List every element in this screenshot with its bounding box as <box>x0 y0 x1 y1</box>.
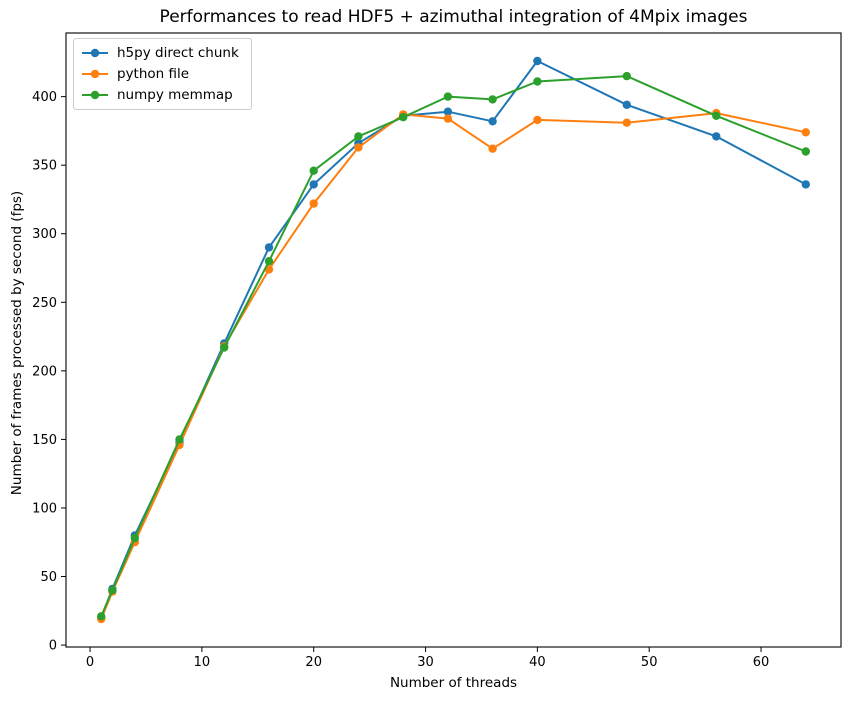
y-tick-label: 0 <box>49 639 57 654</box>
data-point-numpy-memmap <box>108 586 117 595</box>
legend-line-marker-icon <box>82 90 108 100</box>
legend-line-marker-icon <box>82 48 108 58</box>
series-line-h5py-direct-chunk <box>100 60 807 619</box>
legend-label-numpy-memmap: numpy memmap <box>117 87 233 103</box>
legend-label-python-file: python file <box>117 66 190 82</box>
data-point-numpy-memmap <box>220 343 229 352</box>
data-point-numpy-memmap <box>175 435 184 444</box>
data-point-python-file <box>622 118 631 127</box>
data-point-numpy-memmap <box>264 257 274 266</box>
data-point-h5py-direct-chunk <box>622 100 631 110</box>
legend-item-h5py-direct-chunk: h5py direct chunk <box>81 43 239 63</box>
data-point-numpy-memmap <box>309 166 318 175</box>
data-point-h5py-direct-chunk <box>309 180 318 189</box>
y-tick-label: 100 <box>32 501 57 516</box>
legend-marker <box>90 48 100 58</box>
y-tick-label: 50 <box>40 570 57 585</box>
data-point-numpy-memmap <box>399 113 408 122</box>
legend-item-numpy-memmap: numpy memmap <box>81 85 239 105</box>
x-axis-label: Number of threads <box>389 675 518 691</box>
data-point-numpy-memmap <box>622 71 631 81</box>
x-tick-label: 60 <box>753 655 770 670</box>
data-point-numpy-memmap <box>712 111 721 121</box>
data-point-python-file <box>354 143 363 152</box>
data-point-numpy-memmap <box>488 95 497 104</box>
data-point-numpy-memmap <box>533 77 542 86</box>
x-tick-label: 20 <box>305 655 322 670</box>
series-line-numpy-memmap <box>100 75 807 617</box>
data-point-numpy-memmap <box>443 92 453 101</box>
data-point-numpy-memmap <box>97 612 106 621</box>
series-line-python-file <box>100 112 807 620</box>
x-tick-label: 50 <box>641 655 658 670</box>
data-point-python-file <box>533 115 542 125</box>
legend-label-h5py-direct-chunk: h5py direct chunk <box>117 45 239 61</box>
y-tick-label: 150 <box>32 433 57 448</box>
chart-title: Performances to read HDF5 + azimuthal in… <box>159 7 748 27</box>
data-point-h5py-direct-chunk <box>264 243 274 252</box>
y-tick-label: 200 <box>32 364 57 379</box>
legend-marker <box>90 69 100 79</box>
data-point-python-file <box>309 199 318 208</box>
data-point-numpy-memmap <box>801 147 810 156</box>
data-point-python-file <box>443 114 453 123</box>
legend: h5py direct chunk python file numpy memmap <box>73 38 252 110</box>
data-point-h5py-direct-chunk <box>443 107 453 116</box>
y-tick-label: 250 <box>32 296 57 311</box>
data-point-python-file <box>488 144 497 153</box>
data-point-numpy-memmap <box>130 533 139 543</box>
data-point-python-file <box>801 128 810 137</box>
legend-line-marker-icon <box>82 69 108 79</box>
data-point-h5py-direct-chunk <box>488 117 497 126</box>
legend-item-python-file: python file <box>81 64 239 84</box>
x-tick-label: 10 <box>194 655 211 670</box>
data-point-h5py-direct-chunk <box>533 56 542 66</box>
data-point-h5py-direct-chunk <box>801 180 810 189</box>
y-tick-label: 300 <box>32 227 57 242</box>
data-point-numpy-memmap <box>354 132 363 141</box>
x-tick-label: 40 <box>529 655 546 670</box>
y-axis-label: Number of frames processed by second (fp… <box>9 190 25 496</box>
axes-frame <box>65 32 842 648</box>
x-tick-label: 0 <box>86 655 94 670</box>
y-tick-label: 350 <box>32 159 57 174</box>
y-tick-label: 400 <box>32 90 57 105</box>
legend-marker <box>90 90 100 100</box>
x-tick-label: 30 <box>417 655 434 670</box>
data-point-h5py-direct-chunk <box>712 132 721 141</box>
